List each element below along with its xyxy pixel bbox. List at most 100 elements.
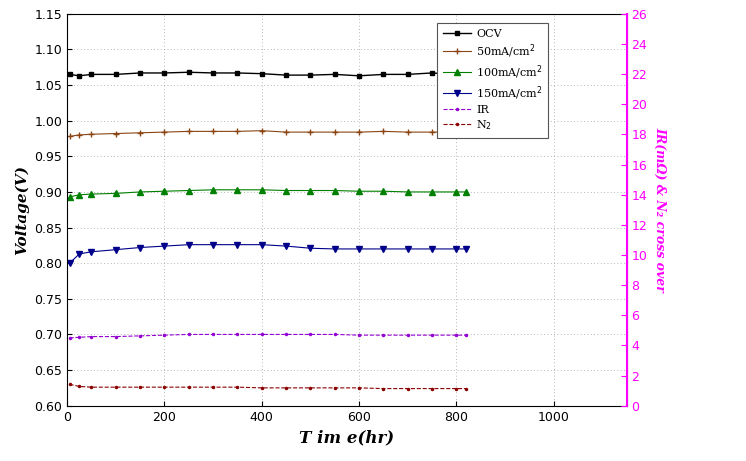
OCV bbox=[354, 73, 363, 78]
N$_2$ bbox=[87, 384, 96, 390]
50mA/cm$^2$ bbox=[209, 129, 218, 134]
Line: 50mA/cm$^2$: 50mA/cm$^2$ bbox=[67, 128, 469, 139]
OCV bbox=[306, 72, 315, 78]
IR bbox=[75, 335, 84, 340]
Y-axis label: IR(mΩ) & N₂ cross over: IR(mΩ) & N₂ cross over bbox=[653, 127, 667, 292]
100mA/cm$^2$ bbox=[75, 192, 84, 198]
IR bbox=[111, 334, 120, 339]
OCV bbox=[281, 72, 290, 78]
IR bbox=[65, 335, 74, 341]
OCV bbox=[233, 70, 242, 76]
100mA/cm$^2$ bbox=[379, 189, 388, 194]
100mA/cm$^2$ bbox=[257, 187, 266, 193]
100mA/cm$^2$ bbox=[281, 188, 290, 193]
N$_2$ bbox=[379, 386, 388, 391]
100mA/cm$^2$ bbox=[452, 189, 461, 195]
50mA/cm$^2$ bbox=[452, 130, 461, 135]
OCV bbox=[427, 70, 436, 76]
OCV bbox=[330, 71, 339, 77]
N$_2$ bbox=[462, 386, 471, 391]
100mA/cm$^2$ bbox=[136, 189, 145, 195]
150mA/cm$^2$ bbox=[111, 247, 120, 253]
100mA/cm$^2$ bbox=[209, 187, 218, 193]
OCV bbox=[257, 71, 266, 77]
N$_2$ bbox=[306, 385, 315, 390]
IR bbox=[281, 331, 290, 337]
OCV bbox=[462, 71, 471, 77]
Line: OCV: OCV bbox=[67, 70, 468, 78]
100mA/cm$^2$ bbox=[354, 189, 363, 194]
50mA/cm$^2$ bbox=[462, 130, 471, 135]
IR bbox=[427, 332, 436, 338]
Legend: OCV, 50mA/cm$^2$, 100mA/cm$^2$, 150mA/cm$^2$, IR, N$_2$: OCV, 50mA/cm$^2$, 100mA/cm$^2$, 150mA/cm… bbox=[437, 24, 548, 138]
Line: 100mA/cm$^2$: 100mA/cm$^2$ bbox=[67, 187, 469, 200]
100mA/cm$^2$ bbox=[111, 190, 120, 196]
50mA/cm$^2$ bbox=[257, 128, 266, 133]
150mA/cm$^2$ bbox=[354, 246, 363, 252]
X-axis label: T im e(hr): T im e(hr) bbox=[299, 429, 395, 446]
IR bbox=[330, 331, 339, 337]
100mA/cm$^2$ bbox=[87, 191, 96, 197]
N$_2$ bbox=[330, 385, 339, 390]
N$_2$ bbox=[184, 384, 193, 390]
IR bbox=[136, 333, 145, 339]
IR bbox=[184, 331, 193, 337]
IR bbox=[87, 334, 96, 339]
50mA/cm$^2$ bbox=[184, 129, 193, 134]
50mA/cm$^2$ bbox=[87, 131, 96, 137]
N$_2$ bbox=[354, 385, 363, 390]
Line: 150mA/cm$^2$: 150mA/cm$^2$ bbox=[67, 242, 469, 266]
150mA/cm$^2$ bbox=[462, 246, 471, 252]
150mA/cm$^2$ bbox=[184, 242, 193, 248]
50mA/cm$^2$ bbox=[75, 132, 84, 138]
IR bbox=[257, 331, 266, 337]
150mA/cm$^2$ bbox=[379, 246, 388, 252]
100mA/cm$^2$ bbox=[330, 188, 339, 193]
N$_2$ bbox=[404, 386, 413, 391]
N$_2$ bbox=[452, 386, 461, 391]
50mA/cm$^2$ bbox=[306, 130, 315, 135]
100mA/cm$^2$ bbox=[65, 194, 74, 200]
50mA/cm$^2$ bbox=[233, 129, 242, 134]
IR bbox=[209, 331, 218, 337]
N$_2$ bbox=[111, 384, 120, 390]
50mA/cm$^2$ bbox=[330, 130, 339, 135]
N$_2$ bbox=[233, 384, 242, 390]
50mA/cm$^2$ bbox=[427, 130, 436, 135]
150mA/cm$^2$ bbox=[75, 251, 84, 257]
150mA/cm$^2$ bbox=[404, 246, 413, 252]
OCV bbox=[136, 70, 145, 76]
Y-axis label: Voltage(V): Voltage(V) bbox=[14, 165, 29, 255]
IR bbox=[379, 332, 388, 338]
OCV bbox=[111, 71, 120, 77]
150mA/cm$^2$ bbox=[65, 260, 74, 266]
50mA/cm$^2$ bbox=[111, 131, 120, 136]
IR bbox=[354, 332, 363, 338]
150mA/cm$^2$ bbox=[233, 242, 242, 248]
IR bbox=[404, 332, 413, 338]
50mA/cm$^2$ bbox=[354, 130, 363, 135]
Line: IR: IR bbox=[67, 332, 468, 340]
N$_2$ bbox=[209, 384, 218, 390]
Line: N$_2$: N$_2$ bbox=[67, 382, 468, 390]
N$_2$ bbox=[281, 385, 290, 390]
OCV bbox=[65, 71, 74, 77]
150mA/cm$^2$ bbox=[160, 243, 169, 249]
100mA/cm$^2$ bbox=[160, 189, 169, 194]
OCV bbox=[87, 71, 96, 77]
OCV bbox=[184, 70, 193, 75]
100mA/cm$^2$ bbox=[427, 189, 436, 195]
100mA/cm$^2$ bbox=[404, 189, 413, 195]
150mA/cm$^2$ bbox=[136, 245, 145, 250]
OCV bbox=[209, 70, 218, 76]
OCV bbox=[404, 71, 413, 77]
150mA/cm$^2$ bbox=[306, 245, 315, 251]
OCV bbox=[452, 71, 461, 77]
150mA/cm$^2$ bbox=[330, 246, 339, 252]
50mA/cm$^2$ bbox=[160, 130, 169, 135]
150mA/cm$^2$ bbox=[257, 242, 266, 248]
IR bbox=[233, 331, 242, 337]
N$_2$ bbox=[75, 384, 84, 389]
100mA/cm$^2$ bbox=[462, 189, 471, 195]
150mA/cm$^2$ bbox=[87, 249, 96, 254]
